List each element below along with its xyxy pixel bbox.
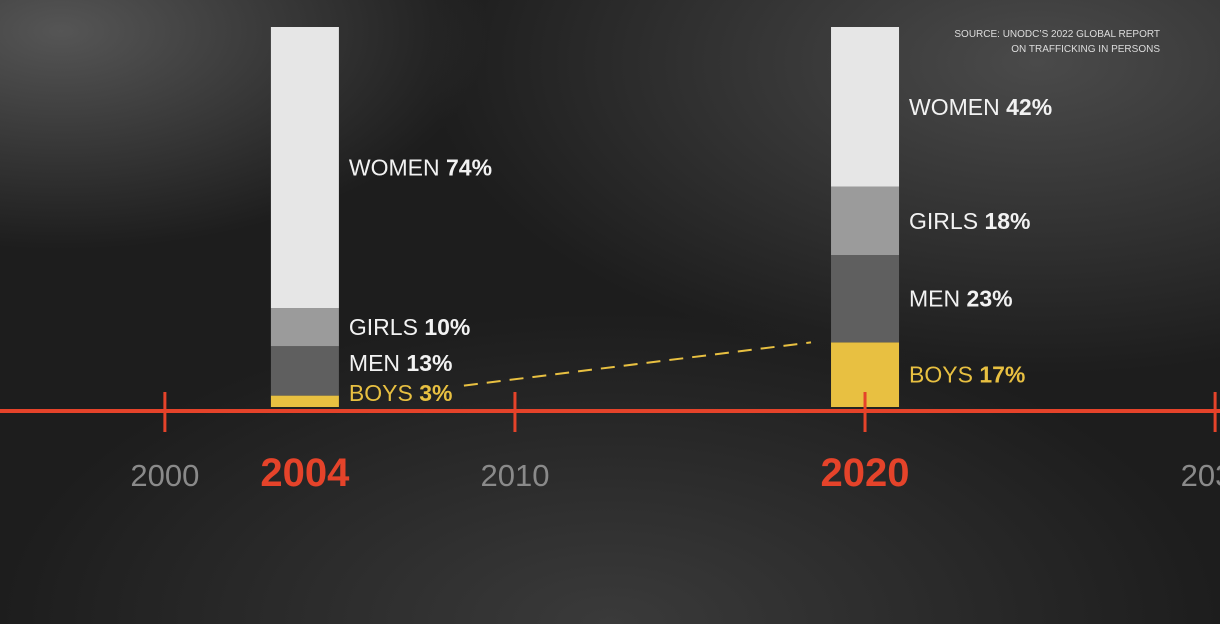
segment-value: 23% xyxy=(967,286,1013,312)
segment-name: BOYS xyxy=(909,362,973,388)
segment-name: BOYS xyxy=(349,380,413,406)
segment-label: MEN 13% xyxy=(349,350,453,376)
segment-name: MEN xyxy=(349,350,400,376)
bar-segment xyxy=(270,308,339,347)
highlight-year: 2020 xyxy=(821,451,910,495)
bar-segment xyxy=(270,395,339,407)
segment-label: WOMEN 74% xyxy=(349,155,492,181)
segment-value: 3% xyxy=(419,380,452,406)
x-tick-label: 2030 xyxy=(1181,458,1220,493)
bar-segment xyxy=(270,27,339,309)
segment-value: 10% xyxy=(424,314,470,340)
connector xyxy=(463,341,812,387)
segment-value: 74% xyxy=(446,155,492,181)
segment-name: MEN xyxy=(909,286,960,312)
segment-label: MEN 23% xyxy=(909,286,1013,312)
segment-label: WOMEN 42% xyxy=(909,94,1052,120)
source-line: SOURCE: UNODC’S 2022 GLOBAL REPORT xyxy=(954,29,1160,40)
segment-label: GIRLS 18% xyxy=(909,208,1030,234)
segment-value: 18% xyxy=(984,208,1030,234)
segment-label: BOYS 17% xyxy=(909,362,1025,388)
segment-value: 13% xyxy=(406,350,452,376)
segment-label: GIRLS 10% xyxy=(349,314,470,340)
bar-segment xyxy=(270,346,339,396)
bar-segment xyxy=(831,255,900,343)
segment-label: BOYS 3% xyxy=(349,380,453,406)
x-tick-label: 2010 xyxy=(480,458,549,493)
plot: BOYS 3% MEN 13% GIRLS 10% WOMEN 74% BOYS 17%… xyxy=(0,27,1220,495)
segment-value: 17% xyxy=(979,362,1025,388)
bar-segment xyxy=(831,27,900,187)
source-line: ON TRAFFICKING IN PERSONS xyxy=(1011,44,1160,55)
segment-name: WOMEN xyxy=(349,155,440,181)
bar-segment xyxy=(831,186,900,255)
segment-value: 42% xyxy=(1006,94,1052,120)
highlight-year: 2004 xyxy=(260,451,350,495)
x-tick-label: 2000 xyxy=(130,458,199,493)
segment-name: WOMEN xyxy=(909,94,1000,120)
segment-name: GIRLS xyxy=(909,208,978,234)
segment-name: GIRLS xyxy=(349,314,418,340)
